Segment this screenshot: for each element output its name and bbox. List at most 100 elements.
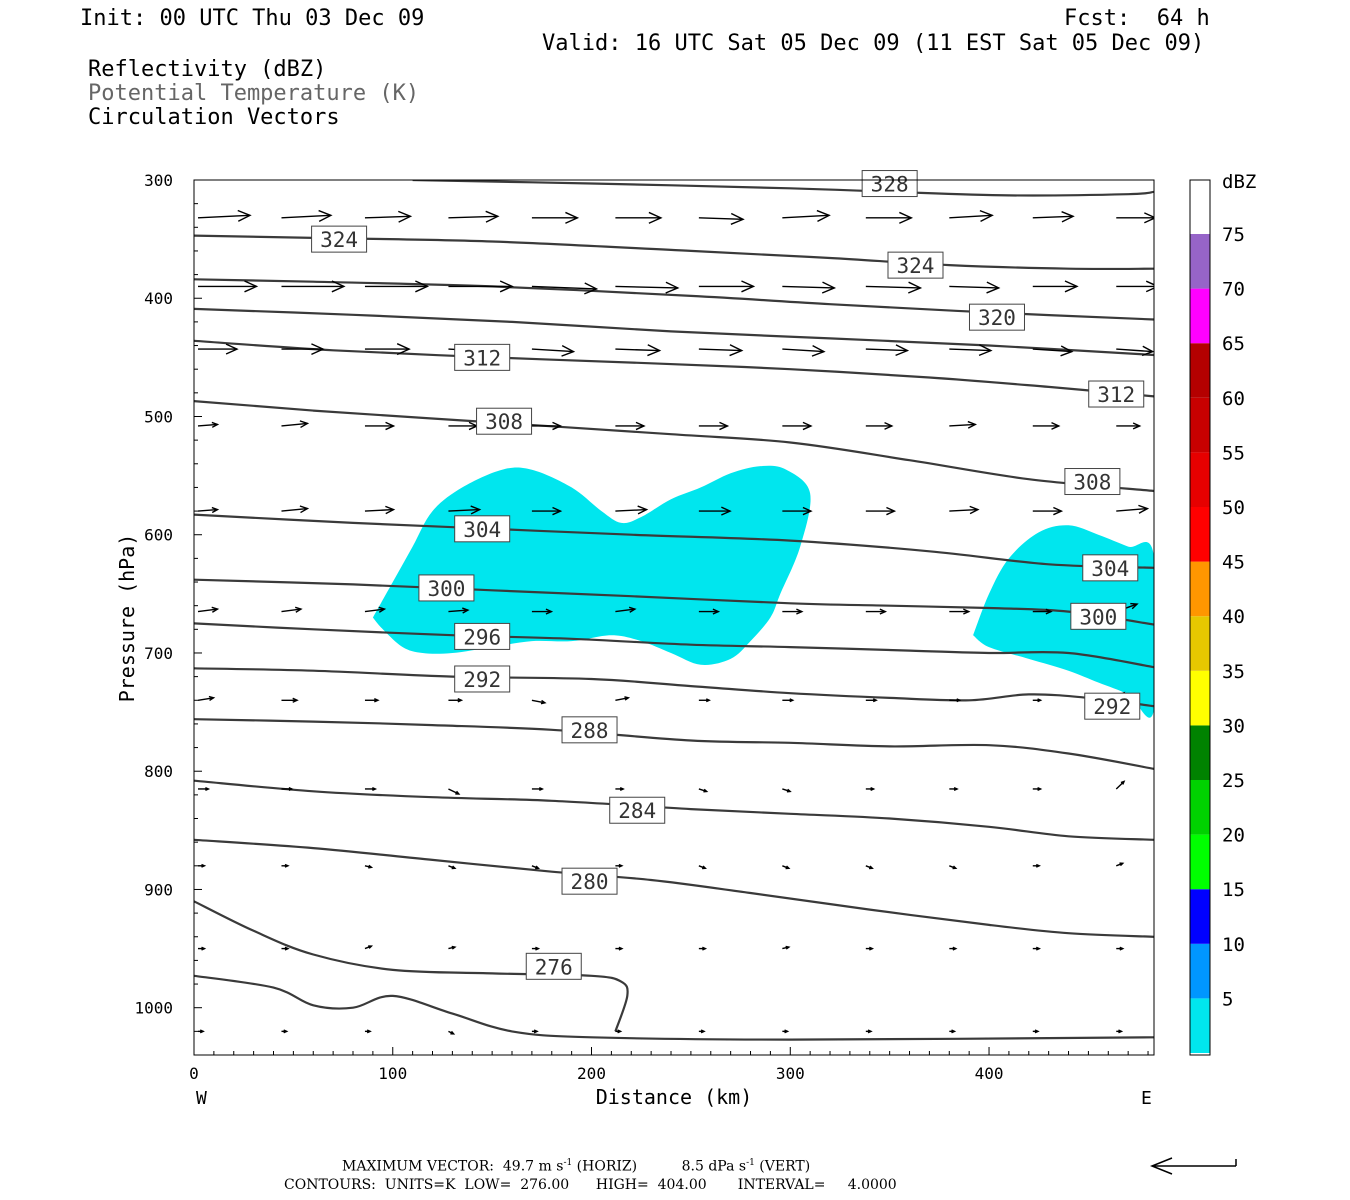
wind-vector — [698, 421, 730, 431]
max-vector-vert: 8.5 dPa s — [681, 1158, 747, 1175]
contour-label-292: 292 — [454, 665, 511, 693]
wind-vector — [448, 1030, 456, 1035]
field-circulation-vectors: Circulation Vectors — [88, 105, 340, 130]
wind-vector — [949, 420, 978, 429]
colorbar-segment-15 — [1190, 889, 1210, 944]
wind-vector — [531, 946, 541, 951]
y-tick-label: 800 — [144, 762, 173, 781]
x-tick-label: 200 — [577, 1064, 606, 1083]
y-tick-label: 500 — [144, 407, 173, 426]
wind-vector — [698, 946, 708, 951]
wind-vector — [1116, 1029, 1124, 1034]
wind-vector — [364, 864, 374, 869]
wind-vector — [1032, 786, 1043, 791]
x-tick-label: 400 — [975, 1064, 1004, 1083]
contour-label-text: 312 — [1097, 383, 1135, 407]
contour-label-box — [454, 665, 511, 693]
wind-vector — [949, 281, 1001, 294]
contour-label-312: 312 — [1088, 380, 1145, 408]
wind-vector — [281, 606, 303, 613]
contour-label-box — [861, 170, 918, 198]
contour-label-box — [454, 515, 511, 543]
colorbar-segment-50 — [1190, 507, 1210, 562]
wind-vector — [1116, 212, 1154, 224]
colorbar-top-white — [1190, 180, 1210, 234]
colorbar-segment-55 — [1190, 452, 1210, 507]
wind-vector — [198, 1029, 205, 1034]
x-axis-label: Distance (km) — [596, 1085, 753, 1109]
isentrope-316 — [194, 307, 1154, 357]
y-axis-label: Pressure (hPa) — [115, 534, 139, 703]
wind-vector — [865, 1029, 873, 1034]
wind-vector — [531, 608, 554, 615]
contour-label-box — [476, 407, 533, 435]
colorbar-label-35: 35 — [1222, 661, 1245, 683]
wind-vector — [782, 506, 813, 516]
contour-label-box — [311, 225, 368, 253]
wind-vector — [531, 345, 576, 357]
contour-label-308: 308 — [476, 407, 533, 435]
x-tick-label: 300 — [776, 1064, 805, 1083]
contour-label-box — [1088, 380, 1145, 408]
isentrope-272 — [194, 974, 1154, 1041]
contour-label-text: 320 — [978, 306, 1016, 330]
wind-vector — [364, 1029, 372, 1034]
wind-vector — [197, 606, 220, 613]
contour-label-308: 308 — [1064, 468, 1121, 496]
wind-vector — [531, 699, 547, 705]
wind-vector — [865, 865, 874, 870]
wind-vector — [448, 697, 464, 703]
field-reflectivity: Reflectivity (dBZ) — [88, 57, 327, 82]
colorbar-segment-20 — [1190, 834, 1210, 890]
isentrope-292 — [194, 667, 1154, 708]
wind-vector — [448, 421, 479, 431]
colorbar-segment-5 — [1190, 998, 1210, 1053]
wind-vector — [364, 343, 411, 356]
wind-vector — [198, 946, 207, 951]
superscript: -1 — [563, 1158, 573, 1168]
wind-vector — [1116, 280, 1154, 293]
wind-vector — [281, 209, 333, 222]
colorbar-label-75: 75 — [1222, 224, 1245, 246]
colorbar-segment-65 — [1190, 343, 1210, 398]
wind-vector — [364, 210, 413, 223]
contour-label-312: 312 — [454, 343, 511, 371]
x-tick-label: 100 — [378, 1064, 407, 1083]
y-tick-label: 900 — [144, 880, 173, 899]
isentrope-280 — [194, 838, 1154, 938]
axes-layer: 300 400 500 600 700 800 900 1000 0 100 200 300 400 W E… — [115, 171, 1152, 1109]
wind-vector — [198, 343, 239, 355]
contour-label-text: 308 — [485, 410, 523, 434]
contour-label-text: 304 — [463, 518, 501, 542]
colorbar-segment-25 — [1190, 780, 1210, 835]
y-tick-label: 600 — [144, 526, 173, 545]
wind-vector — [281, 420, 310, 429]
contour-label-text: 304 — [1091, 557, 1129, 581]
contour-label-text: 328 — [871, 173, 909, 197]
wind-vector — [1032, 345, 1074, 357]
wind-vector — [197, 421, 220, 428]
colorbar: 5 10 15 20 25 30 35 40 45 50 55 60 65 70 75 dBZ — [1189, 171, 1256, 1056]
wind-vector — [198, 280, 259, 293]
wind-vector — [782, 698, 795, 703]
wind-vector — [364, 606, 387, 613]
wind-vector — [615, 1029, 623, 1034]
colorbar-segment-30 — [1190, 725, 1210, 780]
contour-label-text: 292 — [1093, 695, 1131, 719]
wind-vector — [698, 698, 711, 703]
wind-vector — [782, 281, 837, 294]
colorbar-bottom-white — [1190, 1053, 1210, 1055]
contour-label-288: 288 — [561, 716, 618, 744]
wind-vector — [949, 1029, 957, 1034]
contour-label-text: 324 — [320, 228, 358, 252]
wind-vector — [198, 786, 211, 791]
contour-label-328: 328 — [861, 170, 918, 198]
colorbar-label-25: 25 — [1222, 770, 1245, 792]
wind-vector — [448, 945, 457, 950]
wind-vector — [281, 343, 325, 355]
wind-vector — [615, 696, 631, 701]
contour-label-box — [968, 303, 1025, 331]
wind-vector — [949, 786, 959, 791]
wind-vector — [782, 865, 791, 870]
contour-label-300: 300 — [418, 574, 475, 602]
